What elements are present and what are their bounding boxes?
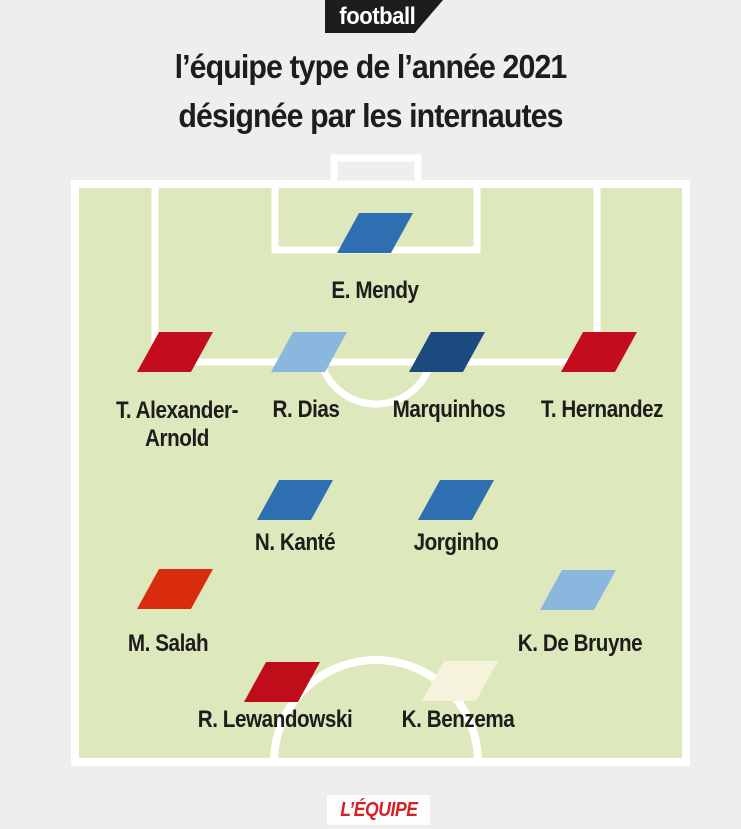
pitch-outline: [71, 180, 690, 766]
halfway-line: [75, 758, 686, 766]
football-section-label: football: [338, 2, 416, 30]
lequipe-logo-text: L’ÉQUIPE: [339, 798, 418, 821]
penalty-arc: [317, 361, 435, 408]
player-name-jorginho: Jorginho: [413, 529, 499, 556]
player-name-e-mendy: E. Mendy: [331, 277, 419, 304]
page-title-line1: l’équipe type de l’année 2021: [174, 48, 568, 85]
lequipe-logo: L’ÉQUIPE: [327, 795, 430, 825]
player-name-marquinhos: Marquinhos: [392, 396, 506, 423]
player-name-r-dias: R. Dias: [272, 396, 340, 423]
player-name-m-salah: M. Salah: [127, 630, 209, 657]
player-name-k-de-bruyne: K. De Bruyne: [517, 630, 643, 657]
player-name-t-hernandez: T. Hernandez: [540, 396, 664, 423]
penalty-area: [151, 184, 601, 366]
football-pitch: [71, 150, 690, 829]
player-name-r-lewandowski: R. Lewandowski: [197, 706, 353, 733]
player-name-k-benzema: K. Benzema: [401, 706, 515, 733]
player-name-t-alexander-arnold: T. Alexander- Arnold: [115, 397, 239, 452]
football-section-banner: football: [325, 0, 443, 33]
player-name-n-kant: N. Kanté: [254, 529, 336, 556]
goal: [330, 154, 422, 188]
page-title: l’équipe type de l’année 2021 désignée p…: [30, 42, 712, 140]
page-title-line2: désignée par les internautes: [178, 97, 563, 134]
